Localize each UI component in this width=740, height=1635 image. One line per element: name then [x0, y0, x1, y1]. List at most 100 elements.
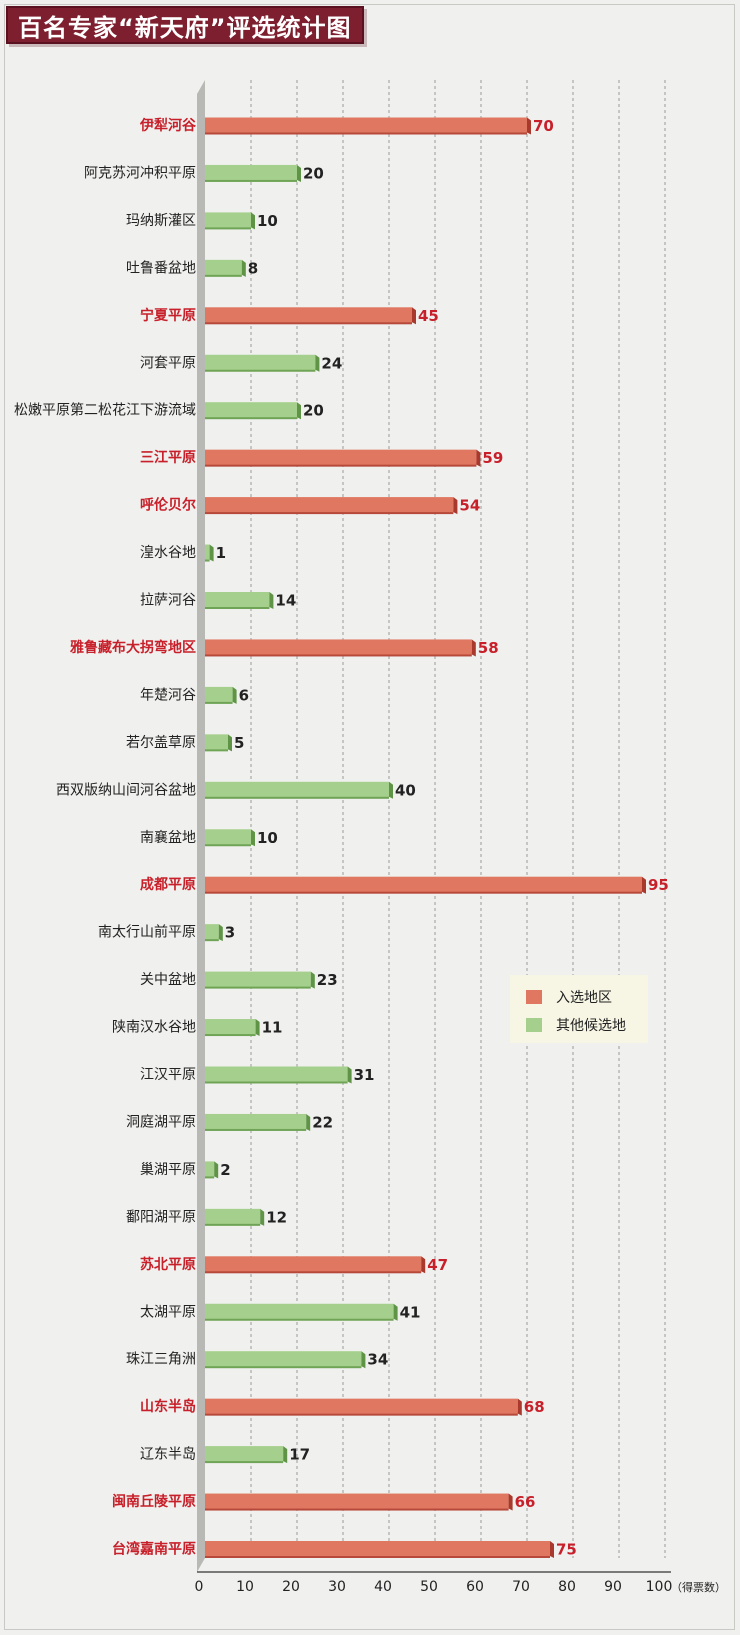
- category-label: 南襄盆地: [140, 830, 196, 846]
- bar-group: 松嫩平原第二松花江下游流域 20: [14, 402, 324, 420]
- bar: [205, 1493, 509, 1509]
- bar: [205, 497, 454, 513]
- category-label: 鄱阳湖平原: [126, 1209, 196, 1225]
- bar: [205, 1398, 518, 1414]
- value-label: 66: [515, 1493, 536, 1511]
- bar-end-cap: [421, 1256, 426, 1274]
- bar: [205, 592, 270, 607]
- bar-group: 巢湖平原 2: [140, 1161, 231, 1179]
- value-label: 95: [648, 876, 669, 894]
- x-tick-label: 50: [420, 1579, 438, 1595]
- bar-end-cap: [251, 829, 255, 847]
- bar-group: 江汉平原 31: [140, 1066, 374, 1084]
- bar-group: 阿克苏河冲积平原 20: [84, 164, 324, 182]
- bar: [205, 734, 228, 750]
- bar-group: 伊犁河谷 70: [139, 117, 554, 135]
- bar-end-cap: [214, 1161, 219, 1179]
- bar: [205, 1019, 256, 1035]
- category-label: 河套平原: [140, 355, 196, 371]
- bar-group: 湟水谷地 1: [140, 544, 226, 562]
- bar-group: 苏北平原 47: [140, 1256, 448, 1274]
- bar-end-cap: [283, 1446, 288, 1464]
- bar-end-cap: [297, 402, 301, 420]
- x-tick-label: 100: [646, 1579, 673, 1595]
- category-label: 玛纳斯灌区: [126, 213, 196, 229]
- bar: [205, 402, 297, 418]
- legend-label-other: 其他候选地: [556, 1018, 626, 1034]
- legend-swatch-other: [526, 1018, 542, 1032]
- legend-item-other: 其他候选地: [526, 1015, 626, 1035]
- bar-end-cap: [315, 354, 320, 372]
- value-label: 70: [533, 117, 554, 135]
- category-label: 西双版纳山间河谷盆地: [56, 782, 196, 798]
- value-label: 8: [248, 259, 258, 277]
- bar-group: 三江平原 59: [140, 449, 503, 467]
- x-tick-label: 10: [236, 1579, 254, 1595]
- bar-group: 鄱阳湖平原 12: [126, 1208, 287, 1226]
- bar: [205, 164, 297, 180]
- bar: [205, 1303, 394, 1319]
- value-label: 6: [239, 686, 249, 704]
- legend: 入选地区 其他候选地: [510, 975, 648, 1043]
- x-tick-label: 30: [328, 1579, 346, 1595]
- x-tick-label: 0: [195, 1579, 204, 1595]
- bar: [205, 259, 242, 275]
- bar: [205, 544, 210, 560]
- bar-end-cap: [297, 164, 301, 182]
- bar: [205, 1256, 422, 1272]
- bar-end-cap: [255, 1019, 260, 1037]
- value-label: 31: [354, 1066, 375, 1084]
- bar-group: 吐鲁番盆地 8: [126, 259, 258, 277]
- bar: [205, 1113, 307, 1129]
- bar-end-cap: [550, 1541, 554, 1558]
- bar-end-cap: [453, 497, 458, 515]
- bar: [205, 876, 642, 892]
- bar: [205, 1541, 550, 1556]
- bar-end-cap: [393, 1303, 398, 1321]
- value-label: 54: [459, 497, 480, 515]
- bar-end-cap: [209, 544, 214, 562]
- value-label: 23: [317, 971, 338, 989]
- bar-end-cap: [232, 686, 237, 704]
- bar-end-cap: [228, 734, 232, 752]
- value-label: 11: [262, 1019, 283, 1037]
- bar: [205, 829, 251, 845]
- bar-end-cap: [347, 1066, 352, 1084]
- bar-group: 玛纳斯灌区 10: [126, 212, 278, 230]
- bar-group: 辽东半岛 17: [140, 1446, 310, 1464]
- bar-end-cap: [517, 1398, 522, 1416]
- bar: [205, 354, 316, 370]
- bar-group: 珠江三角洲 34: [126, 1351, 388, 1369]
- value-label: 20: [303, 164, 324, 182]
- category-label: 雅鲁藏布大拐弯地区: [70, 639, 196, 656]
- bar-group: 山东半岛 68: [140, 1398, 545, 1416]
- bar-group: 若尔盖草原 5: [126, 734, 244, 752]
- bar-end-cap: [642, 876, 646, 894]
- category-label: 关中盆地: [140, 972, 196, 988]
- category-label: 吐鲁番盆地: [126, 260, 196, 276]
- value-label: 2: [220, 1161, 230, 1179]
- value-label: 17: [289, 1446, 310, 1464]
- category-label: 辽东半岛: [140, 1447, 196, 1463]
- bar-group: 宁夏平原 45: [140, 307, 439, 325]
- category-label: 陕南汉水谷地: [112, 1020, 196, 1036]
- bar-group: 雅鲁藏布大拐弯地区 58: [70, 639, 499, 657]
- bar: [205, 449, 477, 465]
- bar-end-cap: [310, 971, 315, 989]
- value-label: 40: [395, 781, 416, 799]
- bar-end-cap: [527, 117, 531, 135]
- bar-end-cap: [260, 1208, 265, 1226]
- category-label: 阿克苏河冲积平原: [84, 165, 196, 181]
- bar-end-cap: [508, 1493, 513, 1511]
- bar-group: 台湾嘉南平原 75: [112, 1541, 577, 1559]
- title-banner: 百名专家“新天府”评选统计图: [6, 6, 364, 44]
- category-label: 洞庭湖平原: [126, 1113, 196, 1130]
- bar-group: 呼伦贝尔 54: [140, 497, 480, 515]
- bar-group: 年楚河谷 6: [140, 686, 249, 704]
- category-label: 拉萨河谷: [140, 593, 196, 609]
- value-label: 59: [482, 449, 503, 467]
- bar: [205, 1351, 362, 1367]
- bar-group: 南襄盆地 10: [140, 829, 278, 847]
- value-label: 5: [234, 734, 244, 752]
- value-label: 47: [427, 1256, 448, 1274]
